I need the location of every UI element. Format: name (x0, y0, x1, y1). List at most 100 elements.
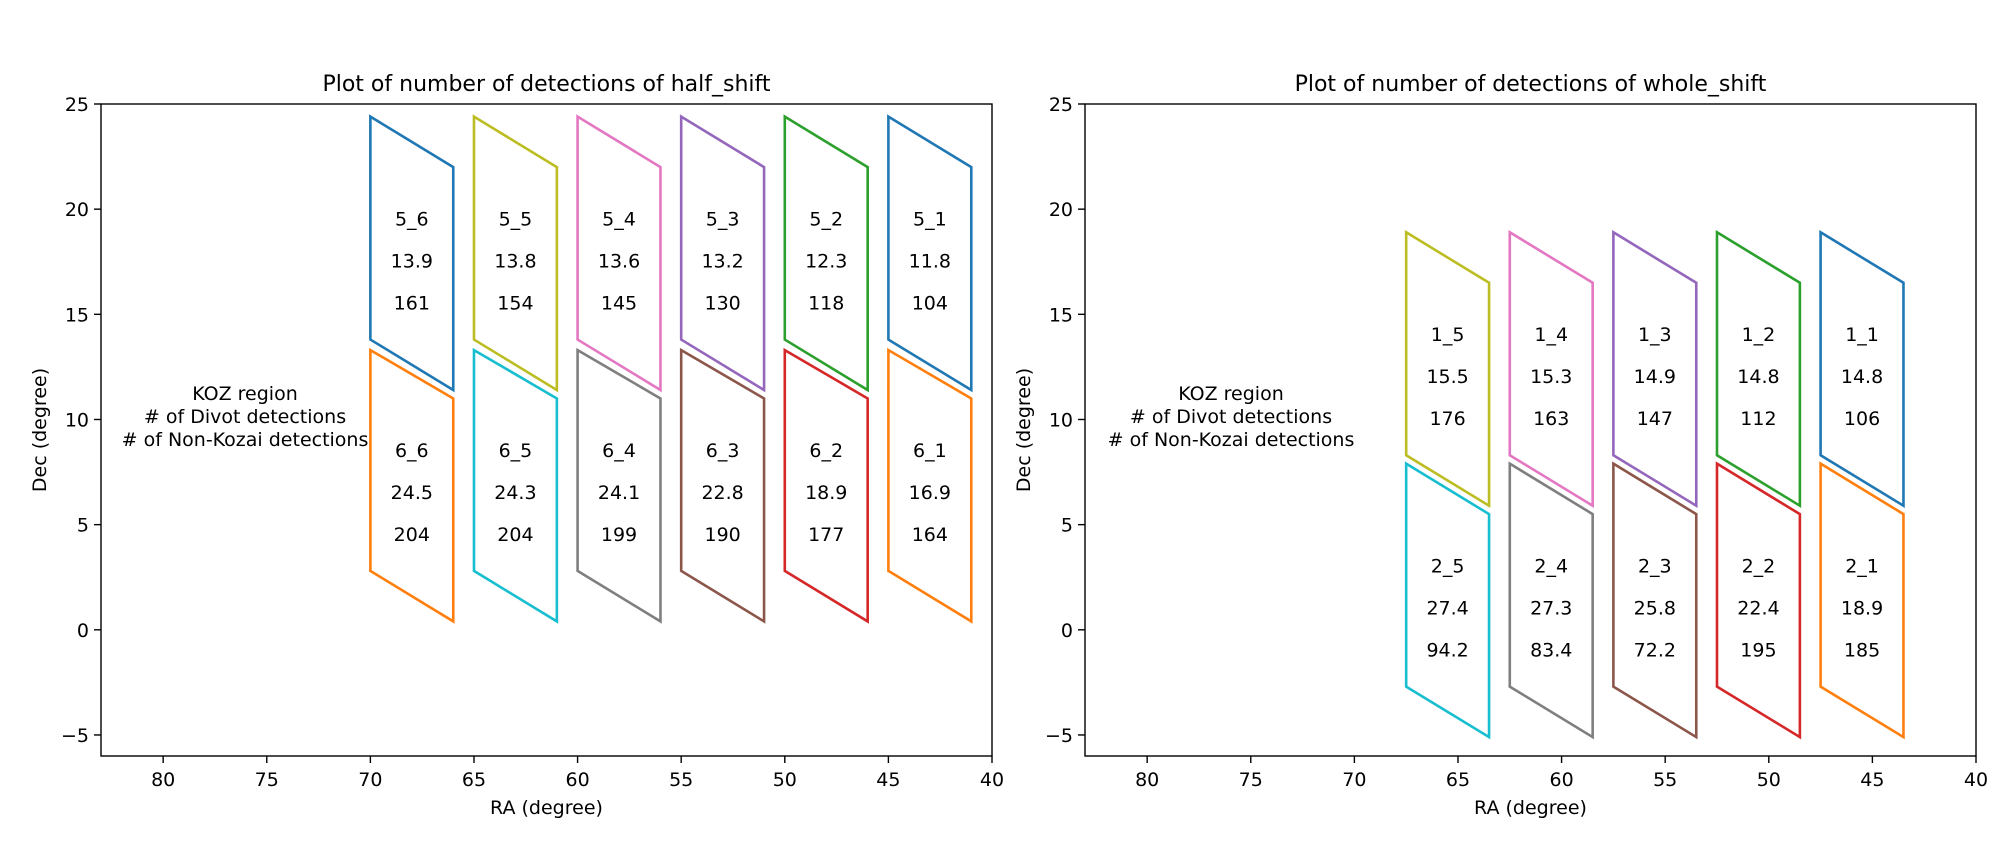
region-name-label: 1_2 (1742, 324, 1776, 346)
chart-title: Plot of number of detections of half_shi… (322, 72, 770, 97)
axis-ticks: 80 75 70 65 60 55 50 45 40 −5 0 5 10 15 20 25 (61, 94, 1004, 791)
koz-region-6_5 (472, 347, 559, 624)
region-divot-count: 16.9 (909, 482, 951, 504)
x-tick-label: 55 (1653, 769, 1677, 791)
region-name-label: 5_2 (809, 208, 843, 230)
region-divot-count: 18.9 (805, 482, 847, 504)
region-name-label: 1_3 (1638, 324, 1672, 346)
y-tick-label: 0 (77, 620, 89, 642)
region-divot-count: 27.4 (1426, 597, 1468, 619)
region-name-label: 6_1 (913, 440, 947, 462)
x-tick-label: 80 (151, 769, 175, 791)
y-tick-label: 10 (65, 409, 89, 431)
region-nonkozai-count: 83.4 (1530, 639, 1572, 661)
region-name-label: 6_2 (809, 440, 843, 462)
koz-region-2_2 (1715, 461, 1802, 740)
chart-panel-half-shift: Plot of number of detections of half_shi… (29, 72, 1004, 819)
region-divot-count: 24.3 (494, 482, 536, 504)
koz-region-6_4 (576, 347, 662, 624)
region-name-label: 5_6 (395, 208, 429, 230)
region-name-label: 1_4 (1534, 324, 1568, 346)
region-nonkozai-count: 154 (497, 292, 533, 314)
y-tick-label: 5 (77, 515, 89, 537)
region-nonkozai-count: 118 (808, 292, 844, 314)
y-axis-label: Dec (degree) (1013, 368, 1035, 492)
region-nonkozai-count: 106 (1844, 408, 1880, 430)
plot-frame (1084, 103, 1977, 757)
region-divot-count: 13.9 (391, 250, 433, 272)
region-divot-count: 12.3 (805, 250, 847, 272)
legend-note: KOZ region # of Divot detections # of No… (1108, 383, 1355, 451)
region-nonkozai-count: 190 (704, 524, 740, 546)
koz-region-5_5 (472, 114, 559, 393)
koz-region-5_2 (783, 114, 869, 393)
y-tick-label: −5 (61, 725, 89, 747)
koz-region-1_3 (1612, 229, 1698, 509)
region-divot-count: 15.5 (1426, 366, 1468, 388)
y-tick-label: 20 (65, 199, 89, 221)
y-tick-label: 5 (1061, 515, 1073, 537)
region-nonkozai-count: 204 (394, 524, 430, 546)
region-divot-count: 15.3 (1530, 366, 1572, 388)
region-divot-count: 27.3 (1530, 597, 1572, 619)
y-tick-label: 15 (65, 304, 89, 326)
region-name-label: 6_3 (706, 440, 740, 462)
region-nonkozai-count: 163 (1533, 408, 1569, 430)
legend-note: KOZ region # of Divot detections # of No… (122, 383, 369, 451)
legend-line-non-kozai: # of Non-Kozai detections (1108, 429, 1355, 451)
region-divot-count: 22.8 (701, 482, 743, 504)
koz-region-6_2 (783, 347, 869, 624)
koz-region-1_2 (1715, 229, 1802, 509)
region-divot-count: 14.8 (1841, 366, 1883, 388)
region-divot-count: 18.9 (1841, 597, 1883, 619)
region-name-label: 2_1 (1845, 555, 1879, 577)
legend-line-divot: # of Divot detections (144, 406, 346, 428)
region-nonkozai-count: 176 (1429, 408, 1465, 430)
region-nonkozai-count: 112 (1740, 408, 1776, 430)
region-nonkozai-count: 104 (912, 292, 948, 314)
x-tick-label: 80 (1135, 769, 1159, 791)
koz-region-1_1 (1819, 229, 1905, 509)
region-nonkozai-count: 164 (912, 524, 948, 546)
chart-title: Plot of number of detections of whole_sh… (1295, 72, 1767, 97)
region-name-label: 2_4 (1534, 555, 1568, 577)
x-tick-label: 65 (462, 769, 486, 791)
legend-line-koz-region: KOZ region (1178, 383, 1284, 405)
x-tick-label: 45 (1860, 769, 1884, 791)
region-divot-count: 24.1 (598, 482, 640, 504)
legend-line-non-kozai: # of Non-Kozai detections (122, 429, 369, 451)
koz-region-6_1 (887, 347, 973, 624)
region-divot-count: 13.2 (701, 250, 743, 272)
legend-line-divot: # of Divot detections (1130, 406, 1332, 428)
region-nonkozai-count: 147 (1637, 408, 1673, 430)
koz-region-2_5 (1404, 461, 1491, 740)
y-tick-label: 20 (1049, 199, 1073, 221)
region-name-label: 2_2 (1742, 555, 1776, 577)
koz-region-1_4 (1508, 229, 1594, 509)
region-name-label: 5_4 (602, 208, 636, 230)
region-divot-count: 14.9 (1634, 366, 1676, 388)
koz-regions: 5_1 11.8 104 5_2 12.3 118 5_3 13.2 130 5_4 13.6 145… (369, 114, 973, 624)
region-nonkozai-count: 161 (394, 292, 430, 314)
koz-region-2_4 (1508, 461, 1594, 740)
y-tick-label: 10 (1049, 409, 1073, 431)
region-name-label: 6_6 (395, 440, 429, 462)
y-tick-label: −5 (1045, 725, 1073, 747)
koz-region-2_1 (1819, 461, 1905, 740)
y-axis-label: Dec (degree) (29, 368, 51, 492)
koz-region-6_6 (369, 347, 455, 624)
region-divot-count: 14.8 (1737, 366, 1779, 388)
region-name-label: 5_3 (706, 208, 740, 230)
koz-region-5_3 (679, 114, 766, 393)
x-tick-label: 40 (980, 769, 1004, 791)
x-tick-label: 60 (565, 769, 589, 791)
chart-panel-whole-shift: Plot of number of detections of whole_sh… (1013, 72, 1988, 819)
region-nonkozai-count: 204 (497, 524, 533, 546)
region-name-label: 1_1 (1845, 324, 1879, 346)
x-tick-label: 50 (773, 769, 797, 791)
koz-regions: 1_1 14.8 106 1_2 14.8 112 1_3 14.9 147 1_4 15.3 163… (1404, 229, 1905, 740)
plot-frame (100, 103, 993, 757)
x-tick-label: 70 (1342, 769, 1366, 791)
region-name-label: 2_3 (1638, 555, 1672, 577)
